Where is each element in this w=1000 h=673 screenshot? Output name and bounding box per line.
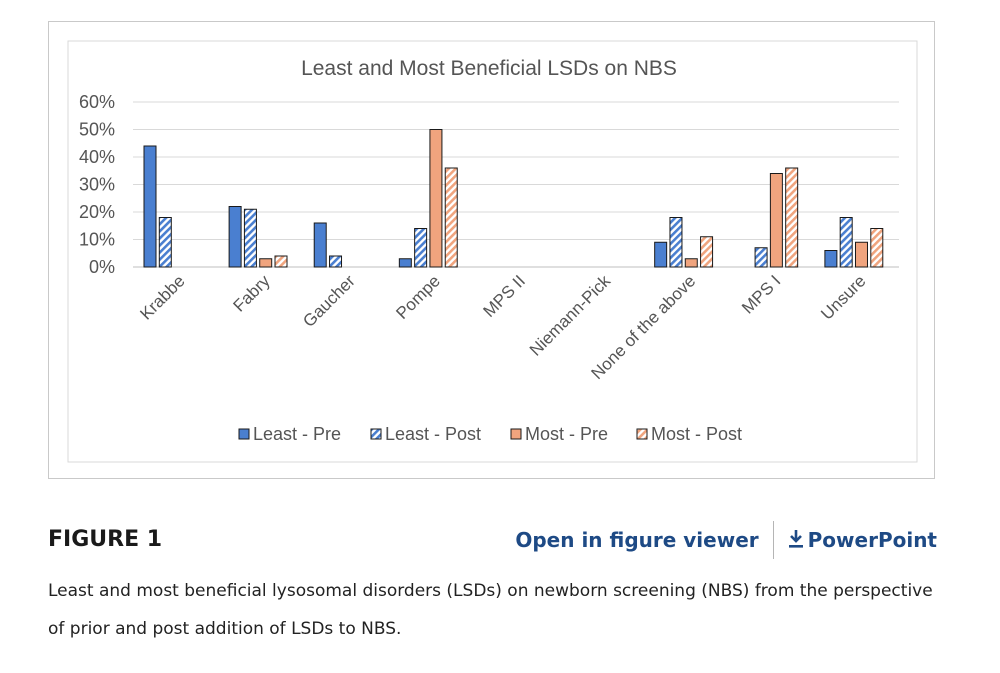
powerpoint-label: PowerPoint (807, 528, 937, 552)
legend-swatch (510, 428, 522, 440)
x-tick-label: Unsure (817, 271, 869, 323)
figure-frame: Least and Most Beneficial LSDs on NBS 0% 1… (48, 21, 935, 479)
figure-links: Open in figure viewer PowerPoint (515, 521, 937, 559)
y-tick-label: 40% (79, 147, 115, 167)
legend-label: Least - Pre (253, 424, 341, 444)
legend-swatch (370, 428, 382, 440)
bar-pompe-3 (429, 129, 443, 268)
y-tick-label: 10% (79, 230, 115, 250)
y-tick-label: 20% (79, 202, 115, 222)
bar-none-of-the-above-4 (700, 236, 714, 268)
bar-unsure-1 (824, 250, 838, 268)
bar-krabbe-2 (158, 217, 172, 268)
bar-unsure-2 (839, 217, 853, 268)
bar-gaucher-2 (329, 255, 343, 268)
x-tick-label: MPS I (738, 271, 784, 317)
open-in-figure-viewer-link[interactable]: Open in figure viewer (515, 528, 759, 552)
x-tick-label: Fabry (230, 271, 275, 316)
legend-swatch (238, 428, 250, 440)
legend-label: Least - Post (385, 424, 481, 444)
bar-mps-i-2 (754, 247, 768, 268)
download-icon (788, 530, 803, 548)
y-tick-label: 0% (89, 257, 115, 277)
x-tick-label: Niemann-Pick (526, 271, 615, 360)
bar-fabry-4 (274, 255, 288, 268)
chart-area-border (67, 40, 918, 463)
bar-none-of-the-above-1 (654, 241, 668, 268)
x-tick-label: Gaucher (299, 271, 359, 331)
bar-pompe-4 (444, 167, 458, 268)
bar-pompe-2 (414, 228, 428, 268)
bar-none-of-the-above-2 (669, 217, 683, 268)
chart-title: Least and Most Beneficial LSDs on NBS (301, 57, 677, 80)
x-tick-label: Pompe (392, 271, 444, 323)
bar-unsure-3 (854, 241, 868, 268)
bar-krabbe-1 (143, 145, 157, 268)
bar-fabry-2 (243, 208, 257, 268)
legend-label: Most - Pre (525, 424, 608, 444)
bar-gaucher-1 (313, 222, 327, 268)
bar-pompe-1 (398, 258, 412, 268)
y-tick-label: 50% (79, 120, 115, 140)
figure-caption: Least and most beneficial lysosomal diso… (48, 581, 933, 639)
y-tick-label: 60% (79, 92, 115, 112)
bar-fabry-1 (228, 206, 242, 268)
bar-mps-i-4 (785, 167, 799, 268)
y-tick-label: 30% (79, 175, 115, 195)
link-divider (772, 521, 774, 559)
x-tick-label: Krabbe (136, 271, 188, 323)
bar-fabry-3 (259, 258, 273, 268)
legend-label: Most - Post (651, 424, 742, 444)
bar-mps-i-3 (769, 173, 783, 268)
x-tick-label: MPS II (480, 271, 530, 321)
bar-none-of-the-above-3 (684, 258, 698, 268)
bar-unsure-4 (870, 228, 884, 268)
powerpoint-download-link[interactable]: PowerPoint (788, 528, 937, 552)
bar-chart: Least and Most Beneficial LSDs on NBS 0% 1… (67, 40, 918, 463)
legend-swatch (636, 428, 648, 440)
figure-label: FIGURE 1 (48, 527, 163, 552)
